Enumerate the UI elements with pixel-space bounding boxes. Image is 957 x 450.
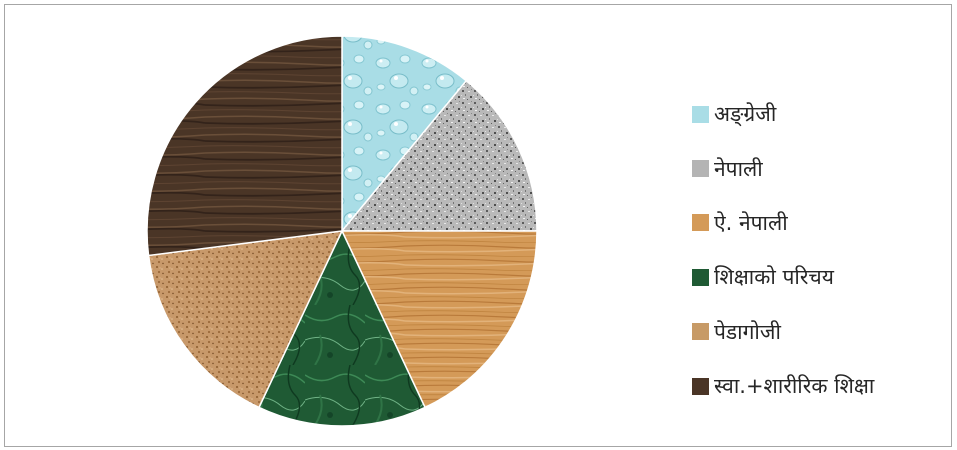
- pie-slice-5: [147, 230, 344, 409]
- pie-slice-2: [340, 79, 538, 232]
- legend-label: अङ्ग्रेजी: [714, 102, 777, 127]
- legend-swatch: [692, 160, 709, 178]
- legend-swatch: [692, 268, 709, 286]
- legend-label: पेडागोजी: [714, 319, 781, 344]
- legend-item-6: स्वा.+शारीरिक शिक्षा: [692, 359, 952, 413]
- pie-chart: [146, 35, 538, 427]
- legend-label: ऐ. नेपाली: [714, 210, 788, 235]
- pie-slices: [146, 35, 538, 427]
- legend-swatch: [692, 214, 709, 232]
- pie-slice-3: [340, 230, 538, 409]
- legend-item-4: शिक्षाको परिचय: [692, 250, 952, 304]
- pie-slice-1: [341, 35, 468, 234]
- legend-swatch: [692, 323, 709, 341]
- legend-swatch: [692, 377, 709, 395]
- legend-swatch: [692, 105, 709, 123]
- legend-label: शिक्षाको परिचय: [714, 265, 834, 290]
- legend-item-1: अङ्ग्रेजी: [692, 87, 952, 141]
- legend-label: नेपाली: [714, 156, 763, 181]
- legend: अङ्ग्रेजी नेपाली ऐ. नेपाली शिक्षाको परिचय पे…: [692, 87, 952, 413]
- legend-label: स्वा.+शारीरिक शिक्षा: [714, 374, 875, 399]
- chart-frame: अङ्ग्रेजी नेपाली ऐ. नेपाली शिक्षाको परिचय पे…: [4, 4, 952, 447]
- pie-slice-6: [146, 35, 343, 257]
- legend-item-5: पेडागोजी: [692, 305, 952, 359]
- legend-item-2: नेपाली: [692, 141, 952, 195]
- pie-slice-4: [257, 229, 427, 427]
- legend-item-3: ऐ. नेपाली: [692, 196, 952, 250]
